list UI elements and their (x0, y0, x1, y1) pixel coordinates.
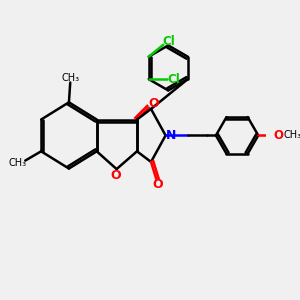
Text: Cl: Cl (163, 35, 175, 48)
Text: CH₃: CH₃ (284, 130, 300, 140)
Text: O: O (111, 169, 122, 182)
Text: O: O (274, 129, 284, 142)
Text: O: O (152, 178, 163, 191)
Text: Cl: Cl (167, 73, 180, 86)
Text: N: N (166, 129, 177, 142)
Text: CH₃: CH₃ (9, 158, 27, 168)
Text: CH₃: CH₃ (61, 73, 79, 83)
Text: O: O (148, 97, 159, 110)
